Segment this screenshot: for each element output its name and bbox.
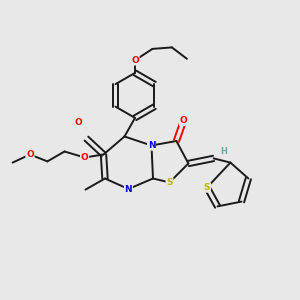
- Text: O: O: [131, 56, 139, 65]
- Text: O: O: [81, 153, 88, 162]
- Text: H: H: [220, 147, 226, 156]
- Text: N: N: [148, 141, 155, 150]
- Text: S: S: [166, 178, 173, 187]
- Text: O: O: [26, 150, 34, 159]
- Text: O: O: [75, 118, 83, 127]
- Text: S: S: [204, 183, 210, 192]
- Text: O: O: [180, 116, 188, 125]
- Text: N: N: [124, 184, 132, 194]
